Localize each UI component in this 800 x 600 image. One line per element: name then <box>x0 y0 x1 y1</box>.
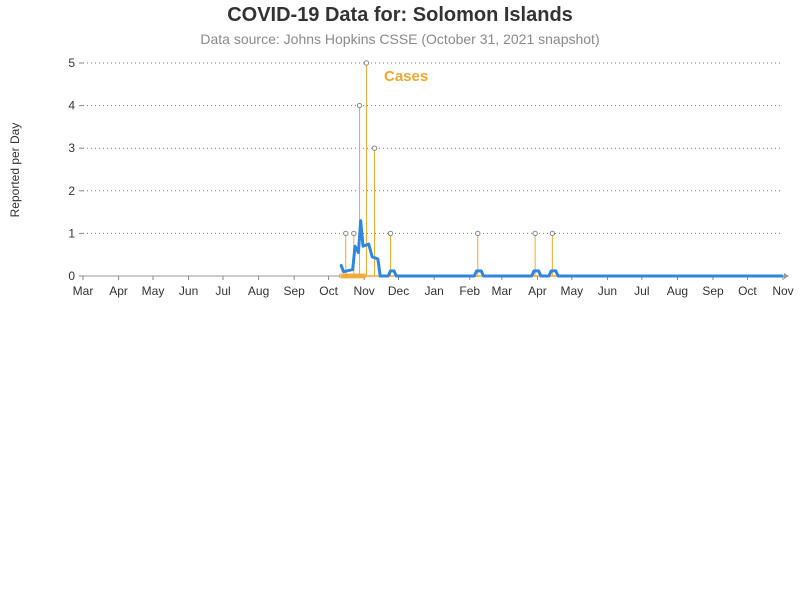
case-point <box>475 230 481 237</box>
case-point <box>343 230 349 237</box>
average-line <box>339 219 784 278</box>
grid-lines <box>83 62 783 234</box>
x-tick-label: Sep <box>283 284 305 298</box>
x-tick-label: Dec <box>388 284 409 298</box>
x-tick-label: Aug <box>667 284 688 298</box>
case-point <box>356 102 363 109</box>
x-tick-label: May <box>142 284 165 298</box>
x-tick-label: Oct <box>319 284 338 298</box>
chart-title: COVID-19 Data for: Solomon Islands <box>227 4 573 26</box>
y-tick-label: 2 <box>68 184 75 198</box>
x-tick-label: Feb <box>459 284 480 298</box>
y-axis: 0 1 2 3 4 5 <box>68 56 83 283</box>
case-point <box>387 230 394 237</box>
x-axis: Mar Apr May Jun Jul Aug Sep Oct Nov Dec Jan Feb Mar A… <box>73 273 794 298</box>
case-point <box>363 60 370 66</box>
x-tick-label: Jul <box>634 284 649 298</box>
case-point <box>549 230 556 237</box>
x-tick-label: Jul <box>215 284 230 298</box>
case-point <box>351 230 357 237</box>
x-tick-label: Mar <box>73 284 94 298</box>
x-tick-label: Jun <box>179 284 198 298</box>
x-tick-label: Jan <box>424 284 443 298</box>
x-tick-label: Apr <box>528 284 547 298</box>
x-tick-label: Nov <box>353 284 374 298</box>
x-tick-label: Apr <box>109 284 128 298</box>
series-label-cases: Cases <box>384 68 428 85</box>
x-tick-label: Jun <box>598 284 617 298</box>
cases-needles <box>338 60 782 279</box>
x-tick-label: Nov <box>772 284 793 298</box>
x-tick-label: Mar <box>492 284 513 298</box>
y-tick-label: 4 <box>68 99 75 113</box>
x-tick-label: Oct <box>738 284 757 298</box>
case-point <box>532 230 538 237</box>
y-tick-label: 0 <box>68 269 75 283</box>
chart-subtitle: Data source: Johns Hopkins CSSE (October… <box>200 31 600 47</box>
case-point <box>371 145 378 151</box>
x-tick-label: Aug <box>248 284 269 298</box>
x-tick-label: May <box>561 284 584 298</box>
y-tick-label: 1 <box>68 226 75 240</box>
average-series-line <box>339 219 784 278</box>
y-tick-label: 3 <box>68 141 75 155</box>
y-axis-label: Reported per Day <box>8 123 22 218</box>
x-tick-label: Sep <box>702 284 724 298</box>
y-tick-label: 5 <box>68 56 75 70</box>
x-axis-arrow <box>784 273 789 279</box>
